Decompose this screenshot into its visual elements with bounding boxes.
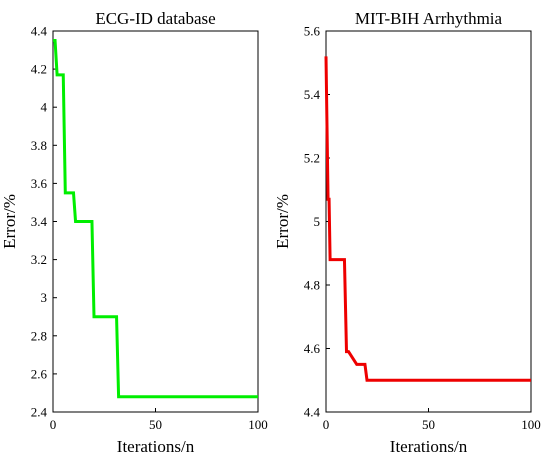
x-tick-label: 0: [323, 417, 330, 432]
chart-panel-mit-bih: MIT-BIH Arrhythmia Iterations/n Error/% …: [273, 9, 541, 456]
x-tick-label: 100: [248, 417, 268, 432]
chart-title: ECG-ID database: [95, 9, 215, 28]
y-tick-label: 5.2: [304, 151, 320, 166]
y-axis-title: Error/%: [273, 194, 292, 249]
y-tick-label: 4.4: [31, 24, 48, 39]
x-tick-label: 50: [149, 417, 162, 432]
y-axis-title: Error/%: [0, 194, 19, 249]
x-tick-label: 100: [521, 417, 541, 432]
y-tick-label: 2.6: [31, 366, 48, 381]
y-tick-label: 5: [314, 214, 321, 229]
y-tick-label: 2.8: [31, 328, 47, 343]
chart-title: MIT-BIH Arrhythmia: [355, 9, 503, 28]
x-tick-label: 50: [422, 417, 435, 432]
y-tick-label: 2.4: [31, 405, 48, 420]
y-tick-label: 5.6: [304, 24, 321, 39]
y-tick-label: 3.6: [31, 176, 48, 191]
y-tick-label: 3.2: [31, 252, 47, 267]
y-tick-label: 4.6: [304, 341, 321, 356]
y-tick-label: 4.2: [31, 62, 47, 77]
series-line-0: [324, 56, 531, 382]
y-tick-label: 4.8: [304, 278, 320, 293]
x-tick-label: 0: [50, 417, 57, 432]
y-tick-label: 4: [41, 100, 48, 115]
y-tick-label: 4.4: [304, 405, 321, 420]
chart-panel-ecg-id: ECG-ID database Iterations/n Error/% 0 50…: [0, 9, 268, 456]
y-tick-label: 5.4: [304, 87, 321, 102]
y-tick-label: 3: [41, 290, 48, 305]
y-tick-label: 3.4: [31, 214, 48, 229]
x-axis-title: Iterations/n: [390, 437, 468, 456]
series-line-0: [53, 39, 258, 399]
y-tick-label: 3.8: [31, 138, 47, 153]
plot-frame: [325, 30, 532, 413]
x-axis-title: Iterations/n: [117, 437, 195, 456]
